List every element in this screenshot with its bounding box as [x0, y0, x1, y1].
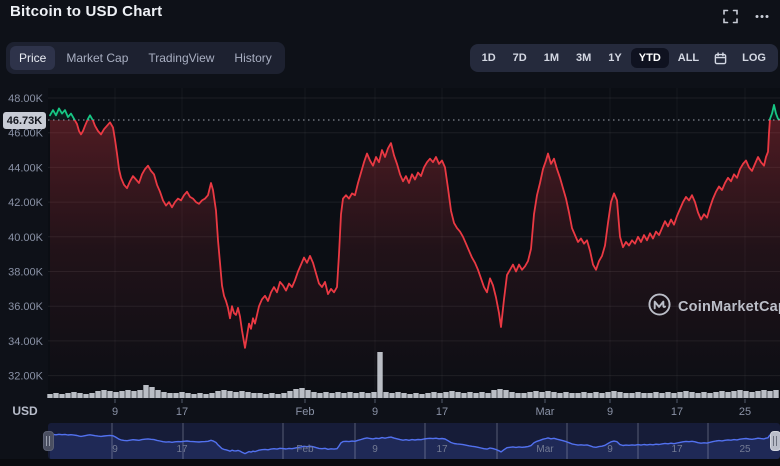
y-axis-labels: 48.00K 46.00K 44.00K 42.00K 40.00K 38.00K 36.0… [8, 93, 44, 383]
navigator-labels: 9 17 Feb 9 17 Mar 9 17 25 [112, 444, 751, 455]
volume-bars [47, 352, 779, 398]
svg-text:32.00K: 32.00K [8, 371, 44, 383]
svg-text:25: 25 [739, 444, 751, 455]
range-1m[interactable]: 1M [543, 52, 560, 64]
tab-market-cap[interactable]: Market Cap [66, 51, 129, 65]
x-axis: 9 17 Feb 9 17 Mar 9 17 25 [112, 399, 751, 418]
coinmarketcap-logo-icon [648, 293, 671, 321]
svg-text:17: 17 [671, 444, 683, 455]
price-area-down [50, 120, 780, 398]
svg-text:9: 9 [607, 406, 613, 418]
svg-text:34.00K: 34.00K [8, 336, 44, 348]
svg-text:Feb: Feb [296, 406, 315, 418]
range-all[interactable]: ALL [677, 52, 700, 64]
calendar-icon[interactable] [708, 48, 733, 69]
range-log[interactable]: LOG [742, 52, 766, 64]
current-price-badge: 46.73K [3, 112, 46, 129]
watermark-label: CoinMarketCap [678, 299, 780, 315]
svg-text:17: 17 [436, 444, 448, 455]
range-3m[interactable]: 3M [576, 52, 592, 64]
date-range-buttons: 1D 7D 1M 3M 1Y YTD ALL LOG [469, 44, 778, 72]
svg-text:9: 9 [372, 444, 378, 455]
chart-window-actions [722, 8, 770, 24]
page-title: Bitcoin to USD Chart [10, 3, 163, 20]
svg-text:9: 9 [112, 444, 118, 455]
watermark: CoinMarketCap [648, 293, 780, 321]
fullscreen-icon[interactable] [722, 8, 738, 24]
svg-text:Mar: Mar [536, 406, 555, 418]
svg-text:36.00K: 36.00K [8, 301, 44, 313]
navigator-right-handle[interactable] [770, 431, 780, 451]
svg-text:44.00K: 44.00K [8, 162, 44, 174]
price-line [49, 104, 780, 349]
range-7d[interactable]: 7D [512, 52, 527, 64]
tab-history[interactable]: History [234, 51, 272, 65]
svg-text:46.00K: 46.00K [8, 128, 44, 140]
svg-text:17: 17 [671, 406, 683, 418]
svg-text:38.00K: 38.00K [8, 267, 44, 279]
svg-text:25: 25 [739, 406, 751, 418]
range-1d[interactable]: 1D [481, 52, 496, 64]
range-ytd[interactable]: YTD [630, 48, 669, 68]
svg-text:17: 17 [436, 406, 448, 418]
svg-text:42.00K: 42.00K [8, 197, 44, 209]
range-navigator[interactable]: 9 17 Feb 9 17 Mar 9 17 25 [48, 423, 780, 459]
svg-text:9: 9 [607, 444, 613, 455]
svg-text:17: 17 [176, 444, 188, 455]
svg-text:Feb: Feb [296, 444, 314, 455]
tab-tradingview[interactable]: TradingView [148, 51, 215, 65]
more-options-icon[interactable] [754, 8, 770, 24]
tab-price[interactable]: Price [10, 46, 56, 70]
chart-type-tabs: Price Market Cap TradingView History [6, 42, 285, 74]
range-1y[interactable]: 1Y [608, 52, 622, 64]
svg-text:48.00K: 48.00K [8, 93, 44, 105]
navigator-area [50, 434, 780, 459]
bottom-strip [0, 459, 780, 466]
svg-text:40.00K: 40.00K [8, 232, 44, 244]
svg-text:Mar: Mar [536, 444, 554, 455]
unit-label: USD [12, 404, 38, 418]
svg-text:17: 17 [176, 406, 188, 418]
navigator-left-handle[interactable] [43, 431, 54, 451]
navigator-line [49, 433, 780, 455]
svg-text:9: 9 [372, 406, 378, 418]
svg-text:9: 9 [112, 406, 118, 418]
